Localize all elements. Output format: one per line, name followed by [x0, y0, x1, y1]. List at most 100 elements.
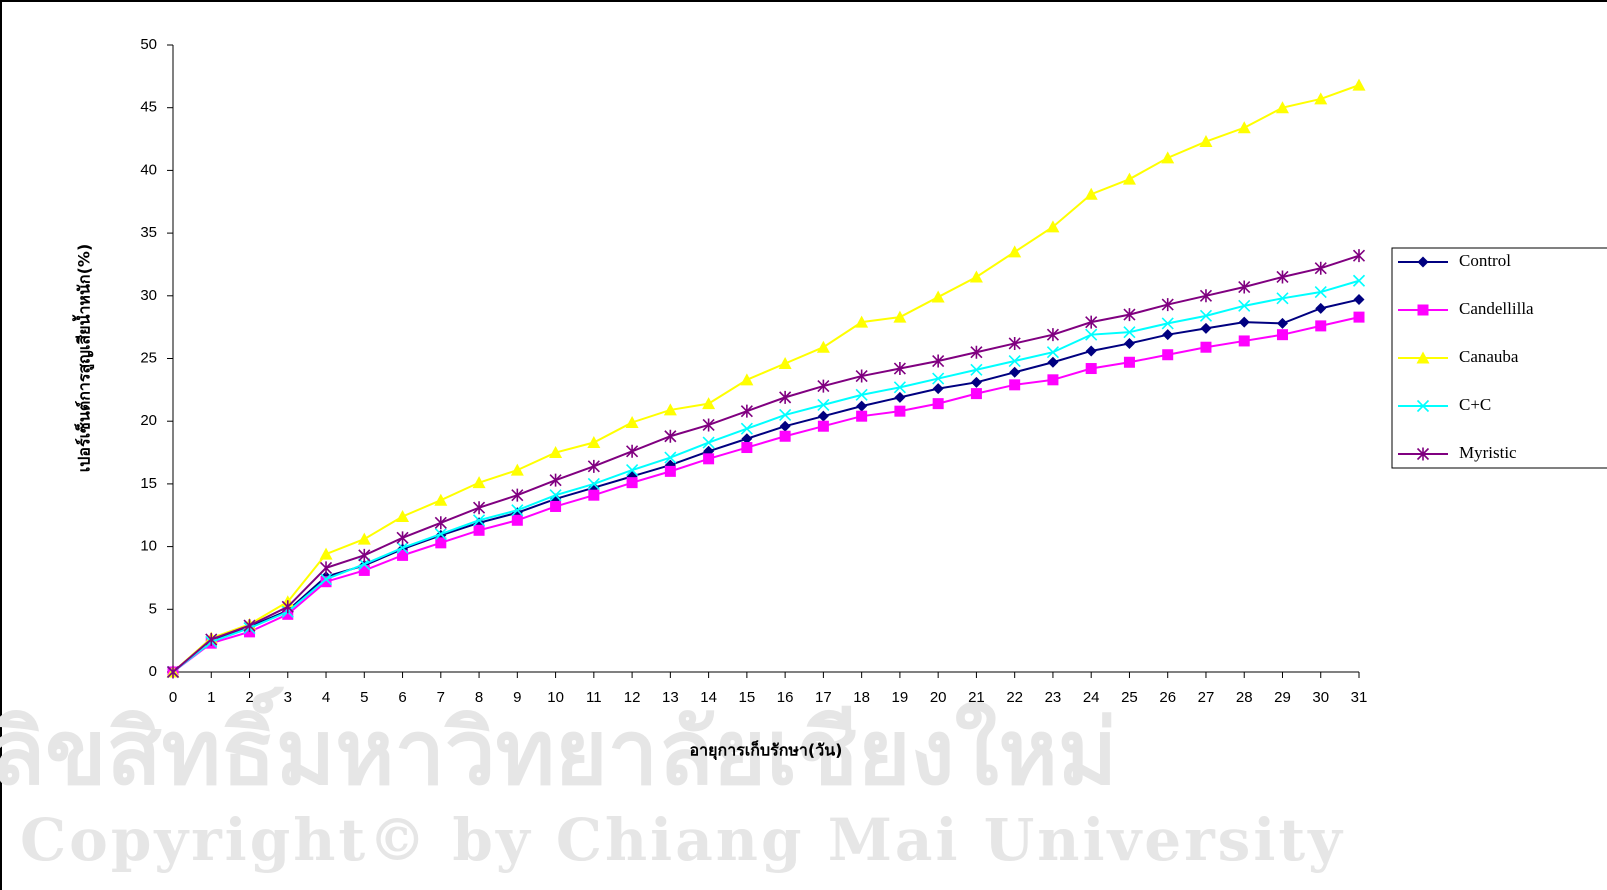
marker [1275, 101, 1289, 114]
marker [473, 524, 485, 536]
y-tick-label: 5 [149, 600, 157, 617]
marker [970, 345, 983, 359]
y-tick-label: 45 [140, 99, 157, 116]
marker [1353, 294, 1365, 306]
marker [664, 429, 677, 443]
y-tick-label: 20 [140, 412, 157, 429]
marker [587, 436, 601, 449]
marker [741, 442, 753, 454]
marker [893, 310, 907, 323]
marker [1008, 245, 1022, 258]
marker [1047, 356, 1059, 368]
x-tick-label: 8 [475, 689, 483, 706]
y-tick-label: 40 [140, 161, 157, 178]
marker [702, 436, 715, 449]
marker [1047, 374, 1059, 386]
x-tick-label: 23 [1045, 689, 1062, 706]
marker [1085, 328, 1098, 341]
marker [1416, 351, 1430, 364]
marker [855, 315, 869, 328]
y-tick-label: 10 [140, 538, 157, 555]
marker [1276, 329, 1288, 341]
x-tick-label: 27 [1198, 689, 1215, 706]
marker [702, 397, 716, 410]
marker [1200, 322, 1212, 334]
marker [358, 564, 370, 576]
marker [970, 363, 983, 376]
marker [319, 561, 333, 575]
y-axis-title: เปอร์เซ็นต์การสูญเสียน้ำหนัก(%) [72, 244, 96, 473]
marker [587, 477, 600, 490]
marker [816, 340, 830, 353]
series-line [172, 316, 1360, 673]
marker [1162, 329, 1174, 341]
marker [969, 270, 983, 283]
marker [1008, 354, 1021, 368]
marker [549, 446, 563, 459]
x-tick-label: 31 [1351, 689, 1368, 706]
marker [1199, 309, 1213, 322]
marker [931, 290, 945, 303]
x-tick-label: 24 [1083, 689, 1100, 706]
x-tick-label: 21 [968, 689, 985, 706]
legend-label: C+C [1459, 395, 1491, 414]
marker [472, 514, 486, 527]
marker [1200, 341, 1212, 353]
marker [626, 444, 639, 458]
x-tick-label: 13 [662, 689, 679, 706]
x-tick-label: 20 [930, 689, 947, 706]
marker [205, 632, 218, 646]
x-tick-label: 0 [169, 689, 177, 706]
x-tick-label: 9 [513, 689, 521, 706]
x-tick-label: 11 [586, 689, 602, 706]
legend-label: Myristic [1459, 443, 1517, 462]
marker [703, 453, 715, 465]
x-axis-title: อายุการเก็บรักษา(วัน) [690, 739, 843, 761]
y-tick-label: 25 [140, 349, 157, 366]
marker [970, 388, 982, 400]
marker [166, 665, 180, 679]
marker [1085, 345, 1097, 357]
marker [1238, 299, 1251, 312]
marker [434, 493, 448, 506]
marker [1352, 78, 1366, 91]
marker [1315, 320, 1327, 332]
marker [1238, 316, 1250, 328]
marker [1238, 280, 1251, 294]
marker [893, 381, 906, 394]
series-line [172, 298, 1360, 673]
marker [1161, 317, 1174, 330]
marker [1276, 292, 1289, 305]
marker [1085, 315, 1098, 329]
x-tick-label: 1 [207, 689, 215, 706]
marker [893, 362, 906, 376]
marker [1046, 346, 1060, 359]
marker [511, 488, 524, 502]
marker [664, 465, 676, 477]
marker [1276, 270, 1289, 284]
marker [626, 464, 639, 477]
marker [817, 398, 830, 411]
marker [357, 532, 371, 545]
marker [1352, 274, 1366, 287]
y-tick-label: 0 [149, 663, 157, 680]
marker [932, 372, 945, 385]
marker [626, 477, 638, 489]
x-tick-label: 14 [700, 689, 717, 706]
x-tick-label: 3 [284, 689, 292, 706]
legend-label: Canauba [1459, 347, 1519, 366]
x-tick-label: 30 [1312, 689, 1329, 706]
marker [1315, 302, 1327, 314]
marker [856, 410, 868, 422]
marker [1008, 336, 1021, 350]
marker [817, 410, 829, 422]
marker [663, 403, 677, 416]
marker [1123, 356, 1135, 368]
marker [856, 400, 868, 412]
marker [282, 608, 294, 620]
marker [1161, 151, 1175, 164]
series-line [172, 279, 1360, 673]
marker [472, 501, 486, 515]
marker [511, 514, 523, 526]
marker [1123, 337, 1135, 349]
